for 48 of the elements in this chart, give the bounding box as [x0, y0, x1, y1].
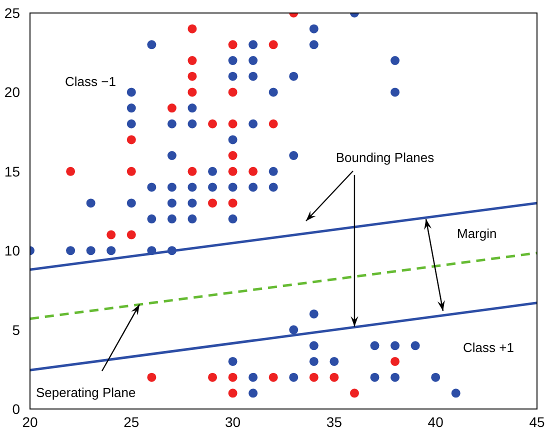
point — [147, 372, 156, 382]
x-tick-label: 35 — [326, 414, 342, 430]
y-tick-label: 10 — [4, 242, 20, 259]
point — [390, 356, 400, 366]
point — [208, 198, 218, 208]
point — [228, 372, 238, 382]
point — [228, 88, 238, 97]
point — [228, 166, 238, 176]
x-tick-label: 20 — [22, 414, 38, 430]
annotation: Margin — [457, 226, 497, 241]
point — [66, 166, 76, 176]
point — [248, 166, 258, 176]
annotation: Class −1 — [65, 74, 116, 89]
point — [188, 24, 197, 34]
point — [350, 388, 359, 398]
point — [228, 119, 238, 128]
y-tick-label: 15 — [4, 163, 20, 180]
point — [126, 230, 136, 240]
y-tick-label: 25 — [4, 4, 20, 21]
point — [268, 119, 278, 128]
point — [330, 372, 339, 382]
y-tick-label: 0 — [12, 400, 20, 417]
x-tick-label: 30 — [225, 414, 241, 430]
point — [106, 230, 116, 240]
point — [188, 166, 197, 176]
point — [126, 135, 136, 144]
point — [228, 40, 238, 50]
point — [188, 56, 197, 66]
annotation: Seperating Plane — [36, 385, 136, 400]
annotation: Class +1 — [463, 340, 514, 355]
x-tick-label: 45 — [529, 414, 545, 430]
point — [228, 151, 238, 160]
point — [228, 388, 238, 398]
point — [309, 372, 318, 382]
point — [268, 40, 278, 50]
x-tick-label: 40 — [428, 414, 444, 430]
y-tick-label: 5 — [12, 322, 20, 338]
point — [126, 166, 136, 176]
point — [268, 372, 278, 382]
point — [188, 72, 197, 81]
point — [208, 119, 218, 128]
point — [167, 104, 176, 113]
point — [208, 372, 218, 382]
annotation: Bounding Planes — [336, 150, 435, 165]
point — [188, 88, 197, 97]
x-tick-label: 25 — [124, 414, 140, 430]
point — [228, 198, 238, 208]
y-tick-label: 20 — [4, 84, 20, 100]
